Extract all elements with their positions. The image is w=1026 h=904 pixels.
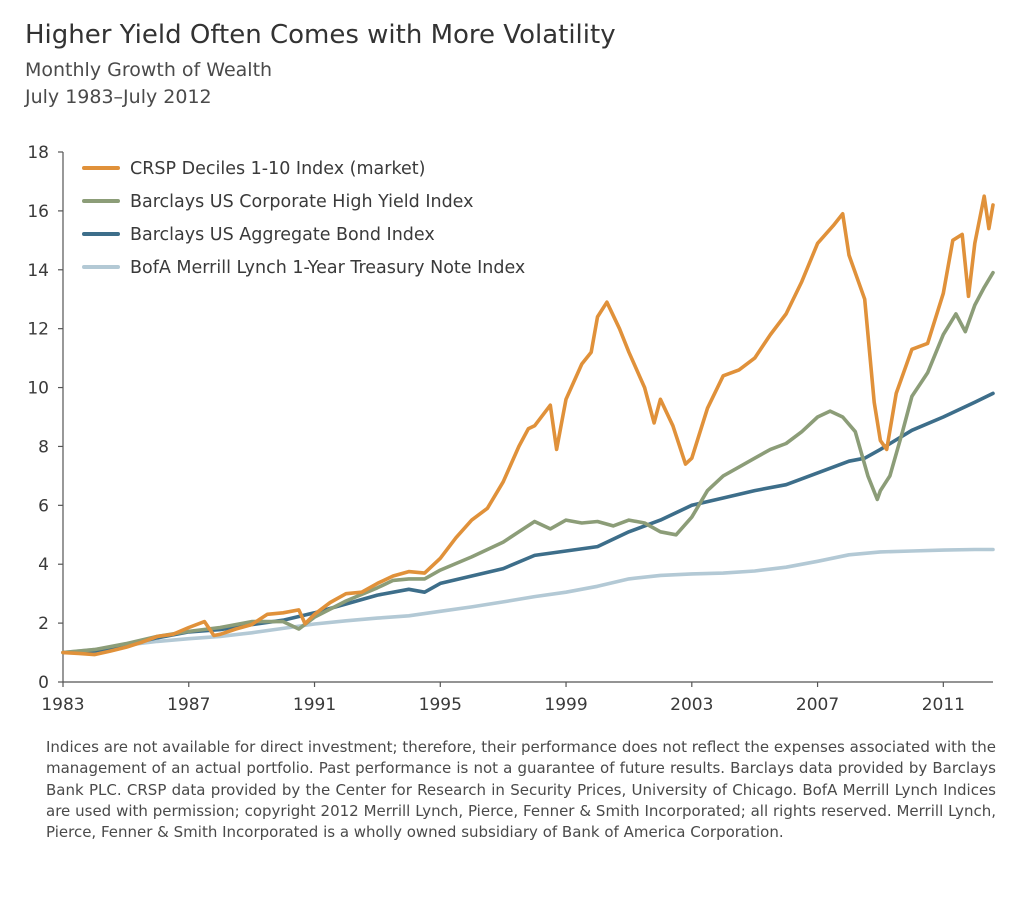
legend-label: CRSP Deciles 1-10 Index (market) xyxy=(130,159,425,179)
x-tick-label: 1991 xyxy=(293,695,336,715)
x-tick-label: 2007 xyxy=(796,695,839,715)
axes: 0 2 4 6 8 10 12 14 16 18 1983 1987 1991 1995 1999 2003 2… xyxy=(27,143,993,715)
series-lines xyxy=(61,194,995,657)
y-tick-label: 8 xyxy=(38,437,49,457)
x-tick-label: 1999 xyxy=(544,695,587,715)
series-line-barclays-us-aggregate-bond-index xyxy=(61,391,995,655)
y-tick-label: 18 xyxy=(27,143,49,163)
series-line-barclays-us-corporate-high-yield-index xyxy=(61,270,995,655)
legend-label: Barclays US Aggregate Bond Index xyxy=(130,225,435,245)
x-tick-label: 1987 xyxy=(167,695,210,715)
chart-date-range: July 1983–July 2012 xyxy=(25,86,212,108)
footnote-disclaimer: Indices are not available for direct inv… xyxy=(46,738,996,842)
y-tick-label: 12 xyxy=(27,320,49,340)
x-tick-label: 2003 xyxy=(670,695,713,715)
chart-title: Higher Yield Often Comes with More Volat… xyxy=(25,20,616,50)
y-tick-label: 0 xyxy=(38,673,49,693)
y-tick-label: 2 xyxy=(38,614,49,634)
y-tick-label: 14 xyxy=(27,261,49,281)
x-tick-label: 1983 xyxy=(41,695,84,715)
y-tick-label: 16 xyxy=(27,202,49,222)
y-tick-label: 10 xyxy=(27,379,49,399)
legend: CRSP Deciles 1-10 Index (market) Barclays… xyxy=(82,159,525,278)
x-tick-label: 2011 xyxy=(922,695,965,715)
chart-subtitle: Monthly Growth of Wealth xyxy=(25,59,273,81)
legend-label: Barclays US Corporate High Yield Index xyxy=(130,192,474,212)
y-tick-label: 6 xyxy=(38,496,49,516)
growth-of-wealth-chart: 0 2 4 6 8 10 12 14 16 18 1983 1987 1991 1995 1999 2003 2… xyxy=(27,143,995,715)
series-line-bofa-merrill-lynch-1-year-treasury-note-index xyxy=(61,547,995,655)
x-tick-label: 1995 xyxy=(419,695,462,715)
series-line-crsp-deciles-1-10-index-market xyxy=(61,194,995,657)
y-tick-label: 4 xyxy=(38,555,49,575)
legend-label: BofA Merrill Lynch 1-Year Treasury Note … xyxy=(130,258,525,278)
